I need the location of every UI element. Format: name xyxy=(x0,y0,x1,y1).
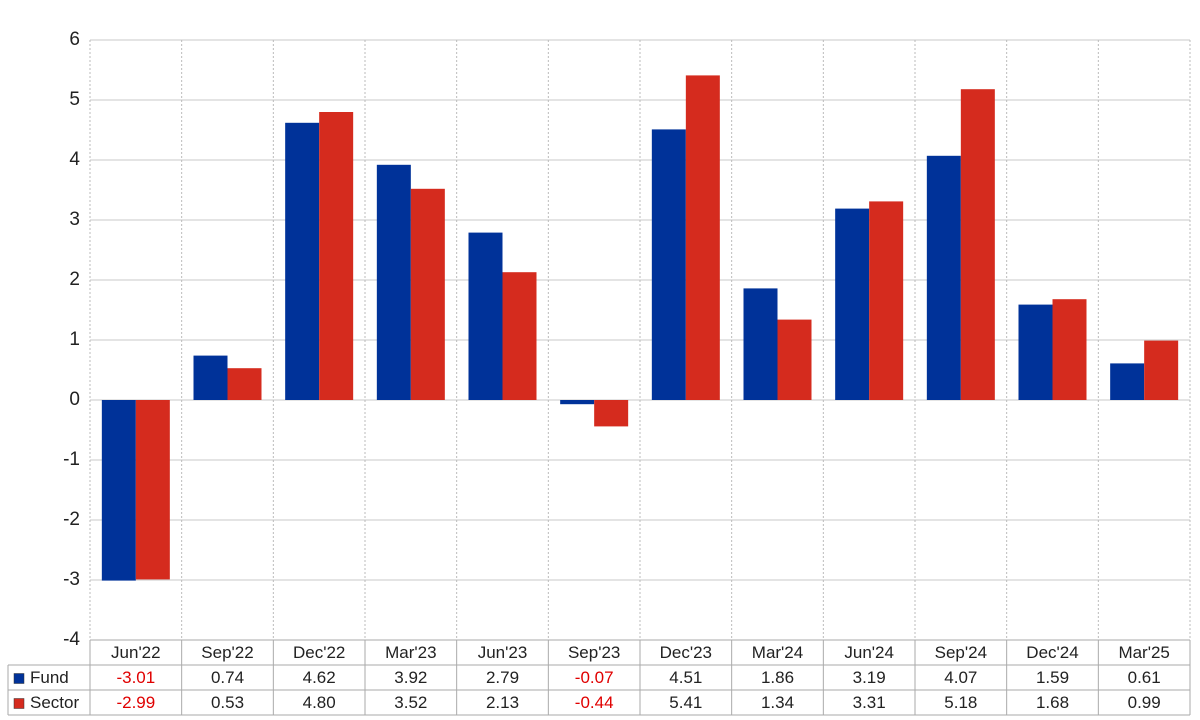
data-label: 2.79 xyxy=(486,668,519,687)
y-tick-label: 4 xyxy=(69,149,80,170)
data-label: 4.80 xyxy=(303,693,336,712)
legend-label: Sector xyxy=(30,693,79,712)
data-label: -2.99 xyxy=(116,693,155,712)
bar xyxy=(1110,363,1145,400)
bar xyxy=(410,188,445,400)
y-tick-label: 2 xyxy=(69,269,80,290)
bar xyxy=(285,122,320,401)
bar xyxy=(560,400,595,405)
bar xyxy=(468,232,503,400)
bar xyxy=(777,319,812,400)
x-tick-label: Sep'24 xyxy=(935,643,987,662)
data-label: -3.01 xyxy=(116,668,155,687)
x-tick-label: Mar'24 xyxy=(752,643,803,662)
bar xyxy=(376,164,411,400)
data-label: 3.31 xyxy=(853,693,886,712)
data-label: 0.74 xyxy=(211,668,244,687)
bar xyxy=(135,400,170,580)
y-tick-label: 3 xyxy=(69,209,80,230)
y-tick-label: -2 xyxy=(63,509,80,530)
bar xyxy=(101,400,136,581)
y-tick-label: 6 xyxy=(69,29,80,50)
y-tick-label: -3 xyxy=(63,569,80,590)
bar xyxy=(651,129,686,400)
data-label: 1.86 xyxy=(761,668,794,687)
data-label: 5.18 xyxy=(944,693,977,712)
legend-label: Fund xyxy=(30,668,69,687)
x-tick-label: Dec'23 xyxy=(660,643,712,662)
bar xyxy=(926,155,961,400)
bar xyxy=(743,288,778,400)
data-label: 2.13 xyxy=(486,693,519,712)
x-tick-label: Jun'23 xyxy=(478,643,528,662)
bar xyxy=(594,400,629,427)
y-tick-label: 5 xyxy=(69,89,80,110)
x-tick-label: Sep'23 xyxy=(568,643,620,662)
y-tick-label: -4 xyxy=(63,629,80,650)
bar xyxy=(227,368,262,400)
bar xyxy=(960,89,995,400)
data-label: 5.41 xyxy=(669,693,702,712)
data-label: -0.07 xyxy=(575,668,614,687)
bar xyxy=(685,75,720,401)
data-label: 0.53 xyxy=(211,693,244,712)
bar xyxy=(502,272,537,400)
data-label: 3.19 xyxy=(853,668,886,687)
bar xyxy=(319,112,354,400)
legend-swatch xyxy=(13,673,25,684)
x-tick-label: Jun'24 xyxy=(844,643,894,662)
legend-swatch xyxy=(13,698,25,709)
bar xyxy=(1052,299,1087,400)
bar xyxy=(869,201,904,400)
data-label: 0.61 xyxy=(1128,668,1161,687)
bar xyxy=(835,208,870,400)
data-label: 3.92 xyxy=(394,668,427,687)
data-label: 4.62 xyxy=(303,668,336,687)
bar xyxy=(1018,304,1053,400)
data-label: -0.44 xyxy=(575,693,614,712)
x-tick-label: Mar'25 xyxy=(1118,643,1169,662)
bar xyxy=(193,355,228,400)
x-tick-label: Jun'22 xyxy=(111,643,161,662)
data-label: 4.07 xyxy=(944,668,977,687)
y-tick-label: -1 xyxy=(63,449,80,470)
y-tick-label: 0 xyxy=(69,389,80,410)
x-tick-label: Dec'22 xyxy=(293,643,345,662)
data-label: 1.34 xyxy=(761,693,794,712)
data-label: 1.68 xyxy=(1036,693,1069,712)
data-label: 3.52 xyxy=(394,693,427,712)
bar xyxy=(1144,340,1179,400)
data-label: 4.51 xyxy=(669,668,702,687)
data-label: 0.99 xyxy=(1128,693,1161,712)
x-tick-label: Sep'22 xyxy=(201,643,253,662)
x-tick-label: Mar'23 xyxy=(385,643,436,662)
x-tick-label: Dec'24 xyxy=(1026,643,1078,662)
data-label: 1.59 xyxy=(1036,668,1069,687)
y-tick-label: 1 xyxy=(69,329,80,350)
